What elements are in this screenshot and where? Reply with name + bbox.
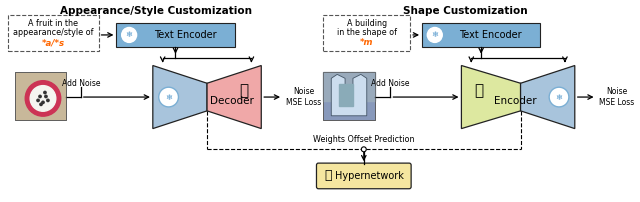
- Text: Text Encoder: Text Encoder: [154, 30, 216, 40]
- Text: Add Noise: Add Noise: [371, 79, 410, 88]
- Circle shape: [42, 101, 44, 104]
- Text: Decoder: Decoder: [210, 96, 253, 106]
- Text: Encoder: Encoder: [494, 96, 537, 106]
- Text: A fruit in the: A fruit in the: [28, 19, 78, 28]
- Text: 🔥: 🔥: [239, 84, 248, 99]
- Text: Weights Offset Prediction: Weights Offset Prediction: [313, 135, 415, 144]
- Circle shape: [25, 81, 61, 116]
- Circle shape: [549, 87, 569, 107]
- Polygon shape: [153, 65, 207, 129]
- Polygon shape: [332, 74, 367, 116]
- Text: Appearance/Style Customization: Appearance/Style Customization: [60, 6, 252, 16]
- Text: appearance/style of: appearance/style of: [13, 28, 93, 38]
- Text: Shape Customization: Shape Customization: [403, 6, 527, 16]
- FancyBboxPatch shape: [323, 15, 410, 51]
- Circle shape: [40, 103, 42, 105]
- Text: *m: *m: [360, 38, 374, 47]
- Circle shape: [159, 87, 179, 107]
- Text: Noise
MSE Loss: Noise MSE Loss: [286, 87, 321, 107]
- Circle shape: [37, 99, 39, 102]
- FancyBboxPatch shape: [422, 23, 540, 47]
- Circle shape: [39, 95, 41, 98]
- Circle shape: [44, 91, 46, 94]
- Polygon shape: [461, 65, 520, 129]
- Bar: [323, 72, 374, 101]
- Bar: [15, 72, 66, 120]
- Polygon shape: [207, 65, 261, 129]
- Polygon shape: [520, 65, 575, 129]
- Text: ❄: ❄: [165, 93, 172, 102]
- Text: Noise
MSE Loss: Noise MSE Loss: [600, 87, 635, 107]
- Text: in the shape of: in the shape of: [337, 28, 397, 38]
- Bar: [323, 72, 374, 120]
- Text: *a/*s: *a/*s: [42, 38, 65, 47]
- Text: ❄: ❄: [125, 31, 132, 39]
- Text: A building: A building: [347, 19, 387, 28]
- Text: Text Encoder: Text Encoder: [460, 30, 522, 40]
- Circle shape: [426, 26, 444, 44]
- FancyBboxPatch shape: [116, 23, 235, 47]
- Text: Hypernetwork: Hypernetwork: [335, 171, 404, 181]
- Circle shape: [30, 86, 56, 111]
- Bar: [339, 84, 353, 105]
- Text: ❄: ❄: [431, 31, 438, 39]
- Bar: [323, 72, 374, 120]
- FancyBboxPatch shape: [8, 15, 99, 51]
- Circle shape: [120, 26, 138, 44]
- Text: 🔥: 🔥: [475, 84, 484, 99]
- Bar: [15, 72, 66, 120]
- Circle shape: [45, 95, 47, 98]
- Text: Add Noise: Add Noise: [61, 79, 100, 88]
- Circle shape: [47, 99, 49, 102]
- Text: ❄: ❄: [556, 93, 563, 102]
- Text: 🔥: 🔥: [324, 169, 332, 182]
- FancyBboxPatch shape: [317, 163, 411, 189]
- Circle shape: [362, 147, 366, 152]
